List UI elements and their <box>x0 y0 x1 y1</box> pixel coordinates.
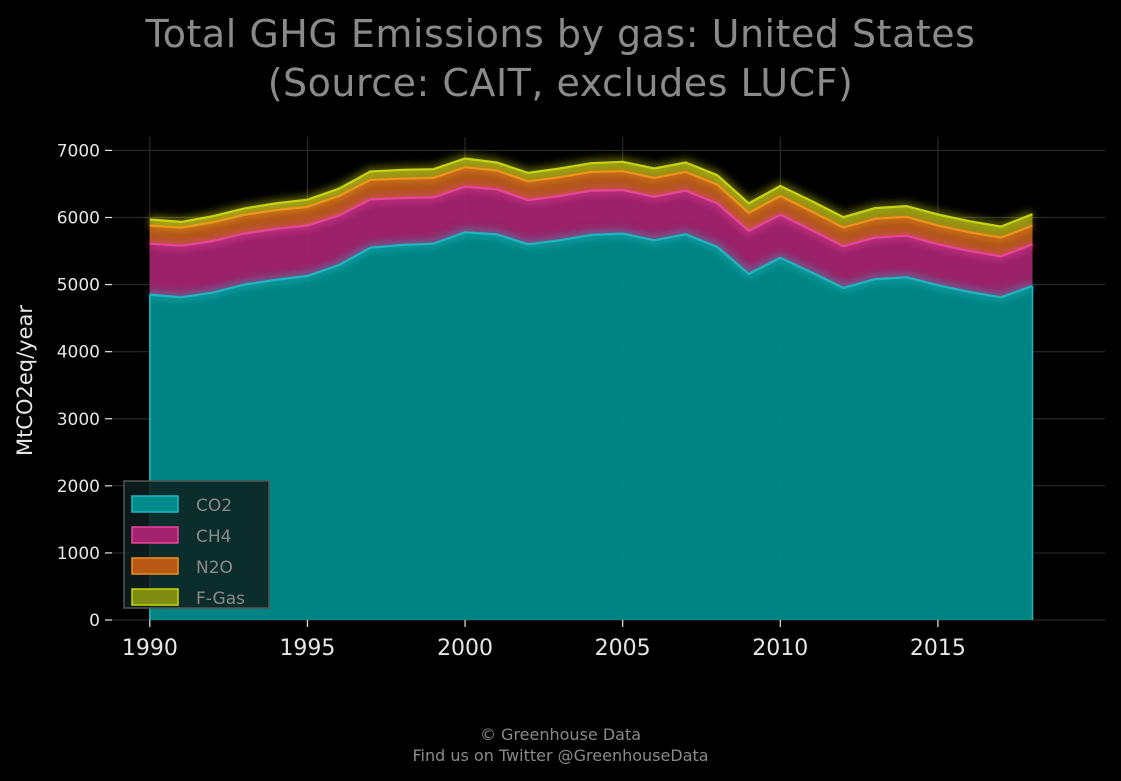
legend-label-ch4: CH4 <box>196 527 231 547</box>
x-tick-label: 2010 <box>752 636 808 661</box>
x-tick-label: 2005 <box>595 636 651 661</box>
y-tick-label: 7000 <box>57 141 100 161</box>
area-n2o <box>149 167 1033 257</box>
y-tick-label: 1000 <box>57 544 100 564</box>
y-tick-label: 6000 <box>57 209 100 229</box>
x-tick-label: 1995 <box>279 636 335 661</box>
x-tick-label: 1990 <box>122 636 178 661</box>
legend-box <box>123 480 270 609</box>
credit: © Greenhouse Data Find us on Twitter @Gr… <box>0 724 1121 766</box>
area-co2 <box>149 232 1033 621</box>
axes: 0 1000 2000 3000 4000 5000 6000 7000 1990 1995 200… <box>13 141 966 661</box>
legend-label-f-gas: F-Gas <box>196 589 245 609</box>
y-axis-label: MtCO2eq/year <box>13 305 37 456</box>
legend-swatch-co2 <box>131 495 179 513</box>
y-tick-label: 2000 <box>57 477 100 497</box>
chart-title-line2: (Source: CAIT, excludes LUCF) <box>267 61 854 105</box>
chart-title-line1: Total GHG Emissions by gas: United State… <box>145 12 976 56</box>
legend-swatch-ch4 <box>131 526 179 544</box>
series-lines <box>149 154 1034 620</box>
line-f-gas <box>149 157 1033 228</box>
legend-swatch-n2o <box>131 557 179 575</box>
legend-label-n2o: N2O <box>196 558 233 578</box>
y-tick-label: 4000 <box>57 343 100 363</box>
y-tick-label: 5000 <box>57 276 100 296</box>
credit-line2: Find us on Twitter @GreenhouseData <box>412 746 709 765</box>
y-tick-label: 3000 <box>57 410 100 430</box>
line-n2o <box>149 166 1033 239</box>
x-tick-label: 2000 <box>437 636 493 661</box>
credit-line1: © Greenhouse Data <box>479 725 642 744</box>
x-tick-label: 2015 <box>910 636 966 661</box>
line-ch4 <box>149 185 1033 258</box>
line-co2 <box>149 231 1033 299</box>
legend-label-co2: CO2 <box>196 496 232 516</box>
legend-swatch-f-gas <box>131 588 179 606</box>
legend: CO2 CH4 N2O F-Gas <box>123 480 270 609</box>
chart-title: Total GHG Emissions by gas: United State… <box>0 10 1121 108</box>
y-tick-label: 0 <box>89 611 100 631</box>
